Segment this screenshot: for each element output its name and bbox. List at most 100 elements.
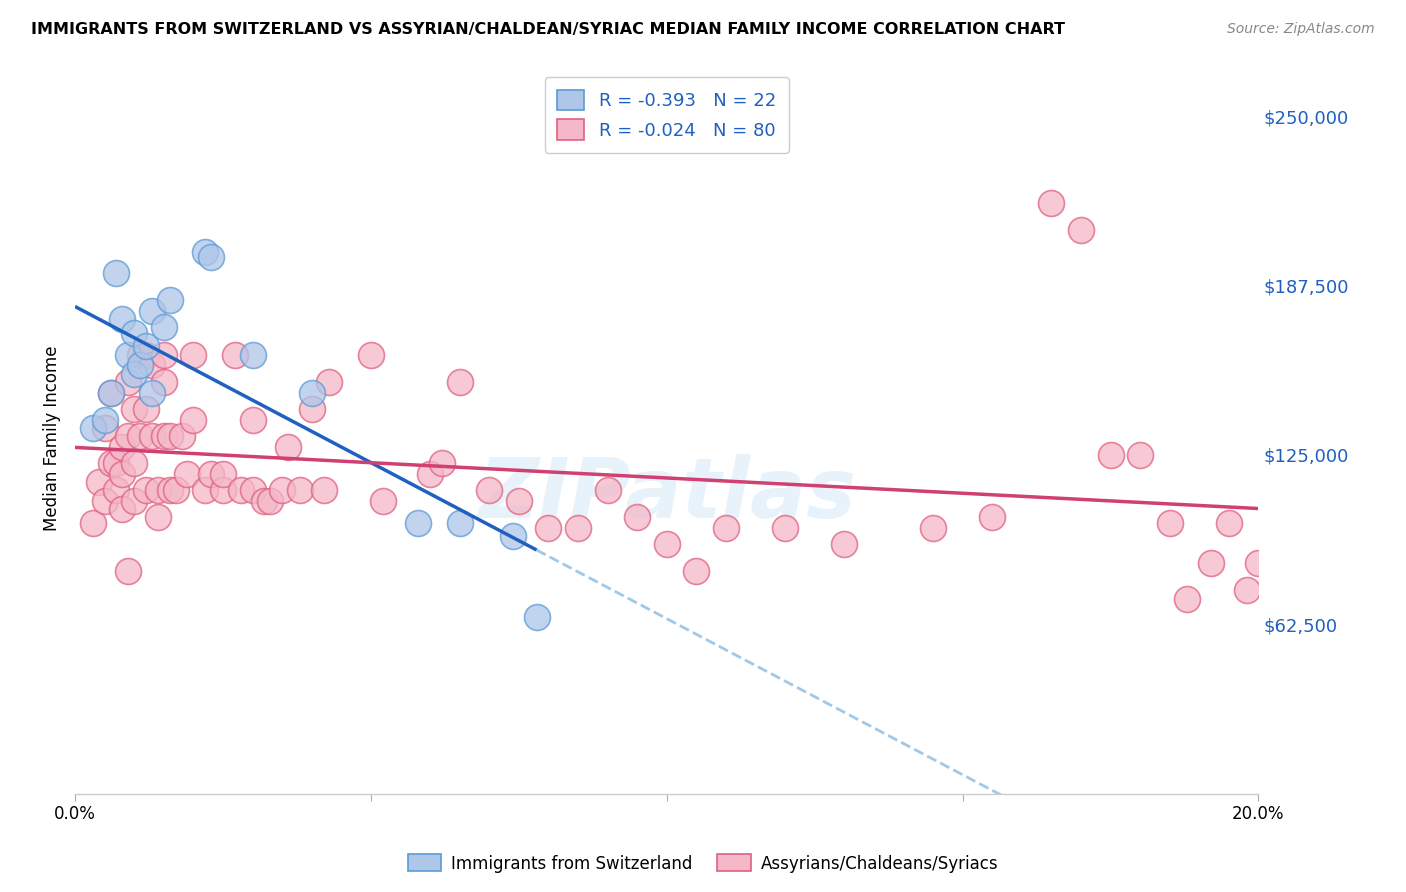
Point bbox=[430, 456, 453, 470]
Point bbox=[1177, 591, 1199, 606]
Point bbox=[229, 483, 252, 497]
Y-axis label: Median Family Income: Median Family Income bbox=[44, 345, 60, 531]
Point bbox=[100, 456, 122, 470]
Point bbox=[253, 494, 276, 508]
Point bbox=[502, 529, 524, 543]
Point bbox=[93, 412, 115, 426]
Point bbox=[242, 412, 264, 426]
Point bbox=[105, 266, 128, 280]
Point bbox=[271, 483, 294, 497]
Point bbox=[129, 429, 152, 443]
Point bbox=[111, 440, 134, 454]
Point bbox=[277, 440, 299, 454]
Point bbox=[1070, 223, 1092, 237]
Point bbox=[152, 347, 174, 361]
Point bbox=[141, 304, 163, 318]
Point bbox=[360, 347, 382, 361]
Point bbox=[773, 521, 796, 535]
Point bbox=[93, 421, 115, 435]
Point bbox=[105, 456, 128, 470]
Point bbox=[655, 537, 678, 551]
Point bbox=[1129, 448, 1152, 462]
Point bbox=[117, 565, 139, 579]
Point bbox=[122, 494, 145, 508]
Point bbox=[212, 483, 235, 497]
Point bbox=[318, 375, 340, 389]
Point bbox=[1040, 195, 1063, 210]
Point bbox=[122, 401, 145, 416]
Point bbox=[449, 375, 471, 389]
Point bbox=[922, 521, 945, 535]
Point bbox=[82, 516, 104, 530]
Point bbox=[129, 359, 152, 373]
Point bbox=[129, 347, 152, 361]
Point bbox=[212, 467, 235, 481]
Point bbox=[135, 347, 157, 361]
Point bbox=[1099, 448, 1122, 462]
Point bbox=[176, 467, 198, 481]
Point bbox=[122, 367, 145, 381]
Point bbox=[508, 494, 530, 508]
Point bbox=[165, 483, 187, 497]
Point bbox=[159, 429, 181, 443]
Point bbox=[371, 494, 394, 508]
Point bbox=[152, 375, 174, 389]
Point bbox=[135, 401, 157, 416]
Point bbox=[146, 510, 169, 524]
Point bbox=[105, 483, 128, 497]
Point bbox=[122, 456, 145, 470]
Point bbox=[183, 347, 205, 361]
Text: IMMIGRANTS FROM SWITZERLAND VS ASSYRIAN/CHALDEAN/SYRIAC MEDIAN FAMILY INCOME COR: IMMIGRANTS FROM SWITZERLAND VS ASSYRIAN/… bbox=[31, 22, 1064, 37]
Point bbox=[152, 320, 174, 334]
Legend: R = -0.393   N = 22, R = -0.024   N = 80: R = -0.393 N = 22, R = -0.024 N = 80 bbox=[544, 77, 789, 153]
Point bbox=[135, 483, 157, 497]
Text: Source: ZipAtlas.com: Source: ZipAtlas.com bbox=[1227, 22, 1375, 37]
Point bbox=[449, 516, 471, 530]
Point bbox=[242, 483, 264, 497]
Point bbox=[111, 312, 134, 326]
Point bbox=[1236, 583, 1258, 598]
Point bbox=[714, 521, 737, 535]
Point bbox=[141, 385, 163, 400]
Point bbox=[111, 502, 134, 516]
Point bbox=[82, 421, 104, 435]
Point bbox=[100, 385, 122, 400]
Point bbox=[170, 429, 193, 443]
Point bbox=[242, 347, 264, 361]
Point bbox=[183, 412, 205, 426]
Point bbox=[626, 510, 648, 524]
Point bbox=[135, 339, 157, 353]
Point bbox=[224, 347, 246, 361]
Point bbox=[141, 429, 163, 443]
Point bbox=[117, 347, 139, 361]
Point bbox=[301, 401, 323, 416]
Point bbox=[117, 429, 139, 443]
Text: ZIPatlas: ZIPatlas bbox=[478, 454, 856, 535]
Point bbox=[526, 610, 548, 624]
Point bbox=[1247, 556, 1270, 570]
Point bbox=[1199, 556, 1222, 570]
Point bbox=[200, 250, 222, 264]
Point bbox=[259, 494, 281, 508]
Point bbox=[406, 516, 429, 530]
Point bbox=[981, 510, 1004, 524]
Point bbox=[159, 293, 181, 308]
Point bbox=[93, 494, 115, 508]
Point bbox=[159, 483, 181, 497]
Point bbox=[141, 359, 163, 373]
Point bbox=[537, 521, 560, 535]
Point bbox=[111, 467, 134, 481]
Point bbox=[152, 429, 174, 443]
Point bbox=[288, 483, 311, 497]
Point bbox=[301, 385, 323, 400]
Point bbox=[200, 467, 222, 481]
Point bbox=[117, 375, 139, 389]
Point bbox=[87, 475, 110, 489]
Point bbox=[1159, 516, 1181, 530]
Point bbox=[685, 565, 707, 579]
Point bbox=[832, 537, 855, 551]
Point bbox=[312, 483, 335, 497]
Point bbox=[146, 483, 169, 497]
Point bbox=[478, 483, 501, 497]
Point bbox=[567, 521, 589, 535]
